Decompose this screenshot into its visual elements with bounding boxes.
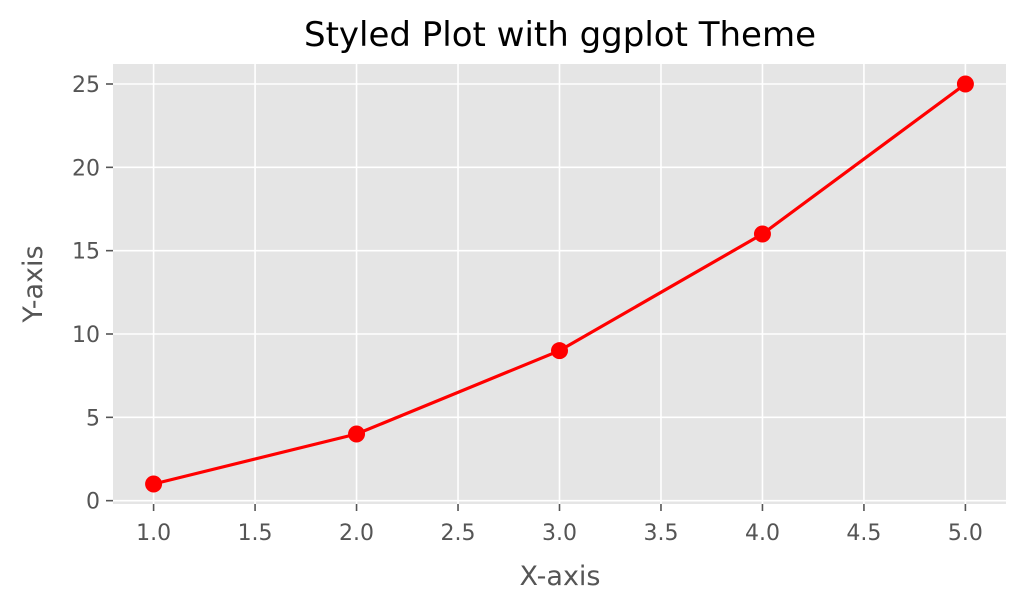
data-point [348,425,366,443]
x-tick-label: 4.0 [745,521,780,546]
y-tick-label: 15 [72,240,100,265]
y-tick-label: 25 [72,73,100,98]
chart-title: Styled Plot with ggplot Theme [304,15,816,55]
x-tick-label: 2.0 [339,521,374,546]
y-axis-label: Y-axis [18,245,49,323]
data-point [551,342,568,360]
x-tick-label: 1.0 [136,521,171,546]
data-point [753,225,771,243]
y-tick-label: 0 [86,490,100,515]
y-tick-label: 5 [86,406,100,431]
x-tick-label: 3.0 [542,521,577,546]
y-tick-label: 20 [72,156,100,181]
x-axis-label: X-axis [520,561,601,592]
y-tick-label: 10 [72,323,100,348]
x-tick-label: 5.0 [948,521,983,546]
x-tick-label: 4.5 [846,521,881,546]
x-tick-label: 1.5 [238,521,273,546]
x-tick-label: 3.5 [643,521,678,546]
data-point [145,475,163,493]
ticks: 1.0 1.5 2.0 2.5 3.0 3.5 4.0 4.5 5.0 0 5 10 15 20 25 [72,73,983,546]
x-tick-label: 2.5 [441,521,476,546]
grid [113,64,1006,504]
data-point [956,75,974,93]
series [145,75,974,493]
